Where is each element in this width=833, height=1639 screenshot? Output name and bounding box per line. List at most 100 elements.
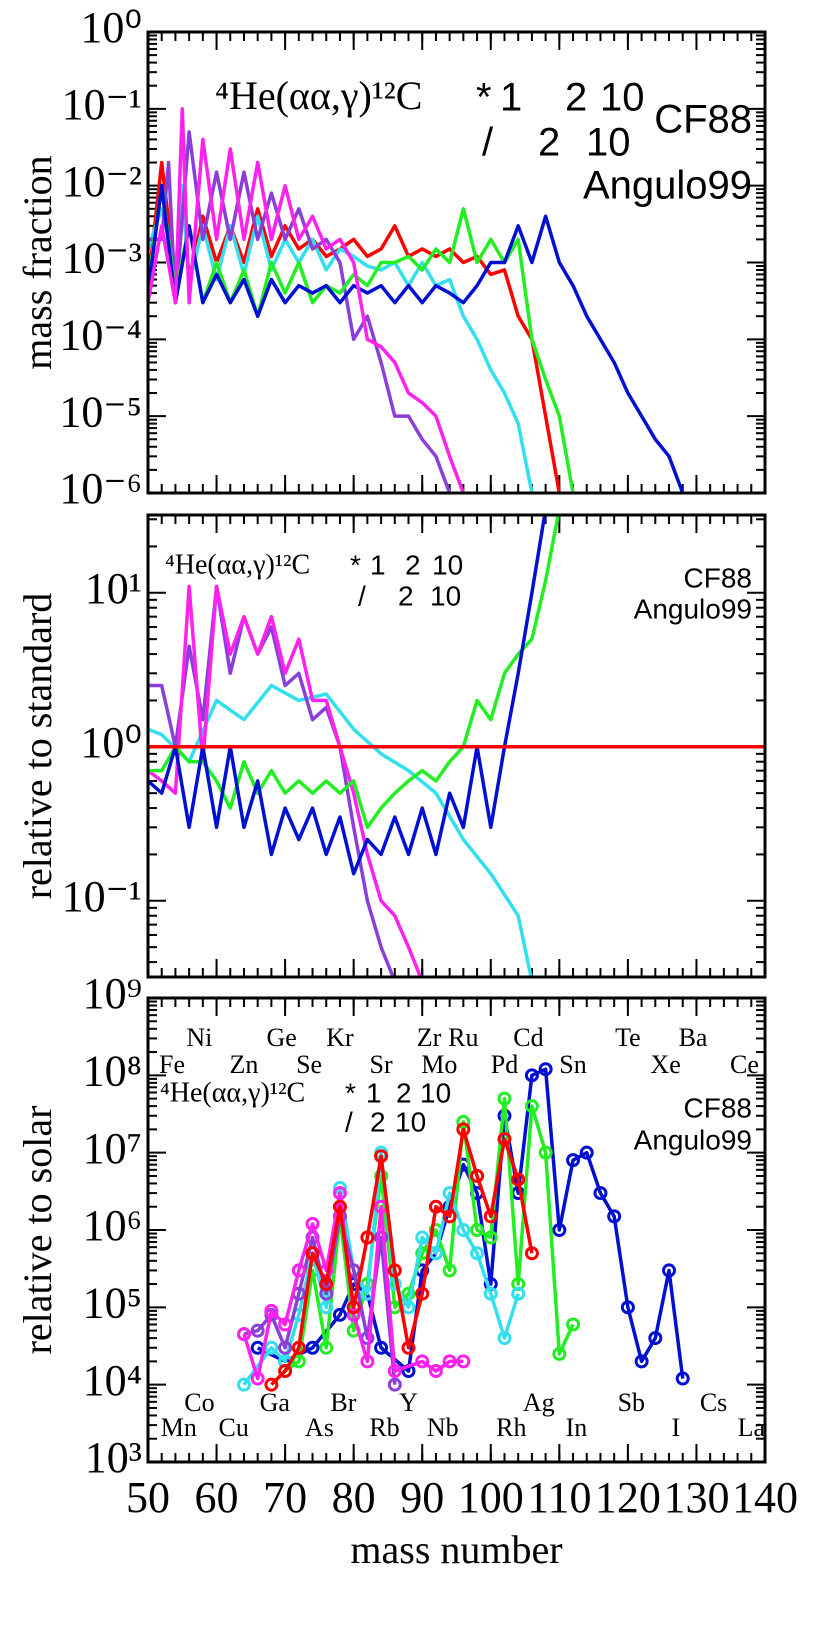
y-tick-label: 10⁰	[80, 718, 142, 767]
axes-frame	[146, 996, 767, 1464]
data-point	[538, 1145, 553, 1160]
series-line	[148, 130, 452, 493]
element-label: Cs	[700, 1388, 727, 1417]
legend-reaction: ⁴He(αα,γ)¹²C	[215, 73, 422, 118]
element-label: Cu	[219, 1413, 249, 1442]
legend-reaction: ⁴He(αα,γ)¹²C	[160, 1077, 305, 1108]
y-tick-label: 10⁹	[83, 969, 142, 1018]
data-point	[620, 1300, 635, 1315]
data-point	[346, 1307, 361, 1322]
y-axis-label: relative to solar	[15, 1106, 60, 1355]
data-point	[579, 1145, 594, 1160]
legend-entry: 10	[600, 76, 645, 120]
x-tick-label: 100	[458, 1473, 524, 1522]
element-label: Pd	[491, 1050, 518, 1079]
element-label: Fe	[159, 1050, 185, 1079]
data-point	[552, 1223, 567, 1237]
data-point	[442, 1186, 457, 1201]
element-label: Y	[399, 1388, 418, 1417]
element-label: Rb	[369, 1413, 399, 1442]
data-point	[250, 1323, 265, 1338]
data-point	[278, 1340, 293, 1355]
series-line	[148, 584, 395, 977]
element-label: Mo	[421, 1050, 457, 1079]
legend-name: Angulo99	[634, 593, 752, 624]
legend-entry: 2	[565, 76, 587, 120]
data-point	[566, 1317, 581, 1332]
data-point	[497, 1331, 512, 1346]
element-label: I	[672, 1413, 681, 1442]
data-point	[264, 1303, 279, 1318]
legend-entry: 10	[395, 1106, 426, 1137]
element-label: Te	[615, 1023, 641, 1052]
legend-entry: 10	[430, 580, 461, 611]
data-point	[332, 1199, 347, 1214]
data-point	[236, 1327, 251, 1342]
x-axis-label: mass number	[350, 1527, 562, 1572]
legend-entry: *	[476, 76, 492, 120]
y-tick-label: 10⁻¹	[62, 80, 142, 129]
data-point	[291, 1263, 306, 1278]
data-point	[387, 1263, 402, 1278]
data-point	[278, 1317, 293, 1332]
legend-entry: /	[358, 580, 366, 611]
element-label: Sb	[618, 1388, 645, 1417]
data-point	[442, 1209, 457, 1224]
data-point	[346, 1300, 361, 1315]
data-point	[278, 1364, 293, 1379]
x-tick-label: 80	[332, 1473, 376, 1522]
legend-entry: *	[350, 549, 361, 580]
data-point	[483, 1286, 498, 1301]
plot-area	[148, 107, 685, 493]
element-label: Ni	[186, 1023, 212, 1052]
y-tick-label: 10⁻²	[62, 157, 142, 206]
series-line	[148, 584, 423, 977]
data-point	[428, 1246, 443, 1261]
data-point	[524, 1068, 539, 1083]
data-point	[374, 1149, 389, 1164]
series-line	[148, 515, 547, 876]
plot-area	[148, 515, 765, 977]
data-point	[319, 1300, 334, 1315]
data-point	[524, 1246, 539, 1261]
series-line	[256, 1067, 685, 1379]
data-point	[470, 1246, 485, 1261]
data-point	[442, 1263, 457, 1278]
legend-name: CF88	[684, 562, 752, 593]
data-point	[332, 1186, 347, 1201]
legend-reaction: ⁴He(αα,γ)¹²C	[165, 549, 310, 580]
element-label: Zr	[417, 1023, 442, 1052]
data-point	[456, 1354, 471, 1369]
data-point	[566, 1153, 581, 1168]
y-tick-label: 10⁸	[83, 1046, 142, 1095]
y-tick-label: 10¹	[85, 564, 142, 613]
y-tick-label: 10⁶	[83, 1201, 142, 1250]
legend-name: Angulo99	[583, 164, 752, 208]
legend-entry: 1	[370, 549, 386, 580]
data-point	[415, 1230, 430, 1245]
data-point	[305, 1246, 320, 1261]
series-line	[148, 183, 685, 493]
element-label: Ga	[260, 1388, 291, 1417]
data-point	[497, 1132, 512, 1147]
element-label: Ge	[267, 1023, 297, 1052]
series-line	[148, 183, 534, 493]
series-line	[148, 683, 533, 977]
x-tick-label: 70	[263, 1473, 307, 1522]
data-point	[374, 1230, 389, 1245]
y-tick-label: 10⁷	[83, 1124, 142, 1173]
y-tick-label: 10³	[85, 1433, 142, 1482]
data-point	[470, 1168, 485, 1183]
legend-name: Angulo99	[634, 1124, 752, 1155]
data-point	[607, 1209, 622, 1224]
element-label: As	[305, 1413, 334, 1442]
data-point	[250, 1371, 265, 1386]
data-point	[319, 1340, 334, 1355]
data-point	[470, 1223, 485, 1237]
x-tick-label: 90	[400, 1473, 444, 1522]
y-tick-label: 10⁻⁶	[59, 464, 142, 513]
data-point	[511, 1286, 526, 1301]
y-axis-label: relative to standard	[15, 593, 60, 900]
